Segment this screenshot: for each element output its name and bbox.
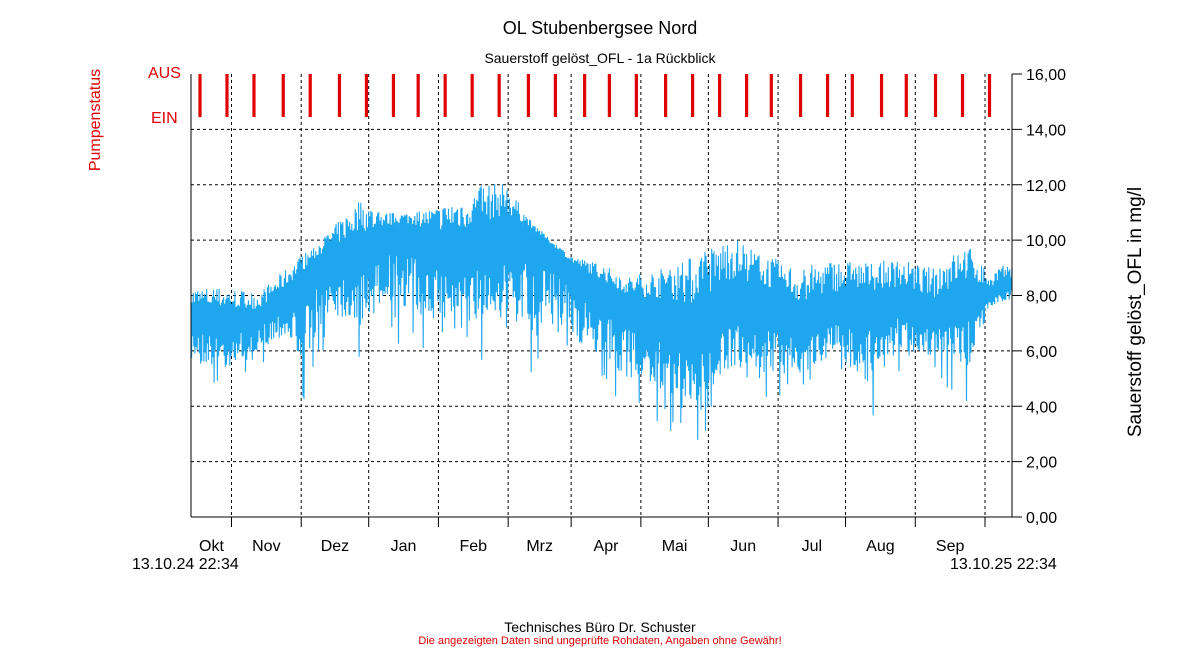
x-axis-start-date: 13.10.24 22:34 <box>132 556 239 573</box>
pump-status-bar <box>416 74 420 117</box>
y-tick-label: 8,00 <box>1026 289 1057 306</box>
x-tick-label: Mrz <box>526 538 553 555</box>
pump-status-bar <box>717 74 722 117</box>
pump-status-bar <box>198 74 202 117</box>
y-tick-label: 14,00 <box>1026 122 1066 139</box>
y-tick-label: 2,00 <box>1026 455 1057 472</box>
pump-status-bar <box>744 74 749 117</box>
footer-company: Technisches Büro Dr. Schuster <box>504 619 696 635</box>
pump-status-bar <box>364 74 369 117</box>
pump-status-bar <box>607 74 611 117</box>
pump-status-bar <box>879 74 884 117</box>
pump-status-bar <box>470 74 474 117</box>
oxygen-series-line <box>190 183 1013 440</box>
pump-status-bar <box>664 74 668 117</box>
footer-disclaimer: Die angezeigten Daten sind ungeprüfte Ro… <box>418 635 782 647</box>
x-tick-label: Sep <box>936 538 965 555</box>
chart-title: OL Stubenbergsee Nord <box>502 18 698 38</box>
pump-status-bar <box>225 74 229 117</box>
x-tick-label: Jul <box>802 538 822 555</box>
pump-status-axis-label: Pumpenstatus <box>87 68 104 172</box>
y-tick-label: 6,00 <box>1026 344 1057 361</box>
chart-subtitle: Sauerstoff gelöst_OFL - 1a Rückblick <box>484 50 716 66</box>
y-tick-label: 16,00 <box>1026 67 1066 84</box>
pump-status-bar <box>960 74 965 117</box>
pump-status-bar <box>825 74 830 117</box>
x-tick-label: Okt <box>199 538 224 555</box>
pump-status-bar <box>443 74 447 117</box>
pump-status-bar <box>308 74 312 117</box>
pump-status-on-label: EIN <box>151 110 178 127</box>
pump-status-bar <box>690 74 695 117</box>
x-tick-label: Jun <box>730 538 756 555</box>
pump-status-bar <box>497 74 501 117</box>
pump-status-bar <box>904 74 908 117</box>
pump-status-bar <box>391 74 396 117</box>
pump-status-off-label: AUS <box>148 65 181 82</box>
x-tick-label: Jan <box>391 538 417 555</box>
y-tick-label: 10,00 <box>1026 233 1066 250</box>
pump-status-bar <box>769 74 773 117</box>
y-tick-label: 12,00 <box>1026 178 1066 195</box>
pump-status-bar <box>526 74 530 117</box>
pump-status-bar <box>987 74 992 117</box>
y-tick-label: 4,00 <box>1026 399 1057 416</box>
pump-status-bar <box>337 74 342 117</box>
x-tick-label: Feb <box>459 538 487 555</box>
x-tick-label: Aug <box>866 538 894 555</box>
x-tick-label: Dez <box>321 538 349 555</box>
pump-status-bar <box>933 74 938 117</box>
y-tick-label: 0,00 <box>1026 510 1057 527</box>
y-axis-label: Sauerstoff gelöst_OFL in mg/l <box>1125 186 1146 438</box>
pump-status-bar <box>583 74 587 117</box>
pump-status-bar <box>850 74 854 117</box>
pump-status-bar <box>634 74 638 117</box>
pump-status-bar <box>553 74 557 117</box>
x-tick-label: Nov <box>252 538 280 555</box>
pump-status-bar <box>798 74 803 117</box>
x-tick-label: Mai <box>662 538 688 555</box>
pump-status-bar <box>252 74 256 117</box>
x-tick-label: Apr <box>594 538 620 555</box>
pump-status-bar <box>281 74 285 117</box>
x-axis-end-date: 13.10.25 22:34 <box>950 556 1057 573</box>
